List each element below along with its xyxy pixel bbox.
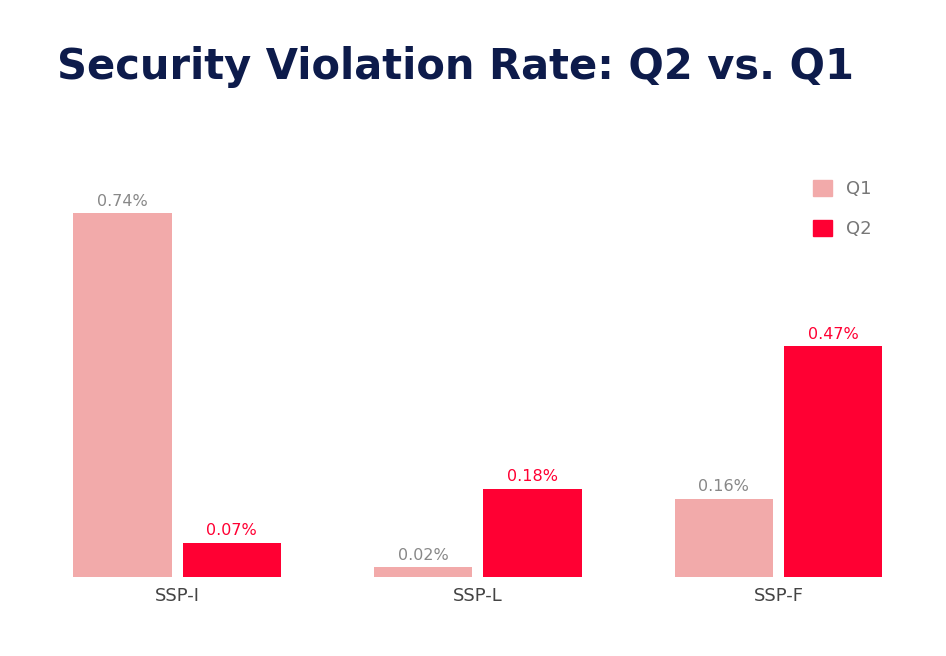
Text: Security Violation Rate: Q2 vs. Q1: Security Violation Rate: Q2 vs. Q1	[57, 46, 853, 88]
Bar	[374, 567, 472, 577]
Text: 0.02%: 0.02%	[397, 548, 448, 563]
Legend: Q1, Q2: Q1, Q2	[796, 162, 889, 256]
Text: 0.47%: 0.47%	[808, 327, 858, 342]
Bar	[73, 213, 171, 577]
Text: 0.16%: 0.16%	[698, 479, 749, 494]
Text: 0.07%: 0.07%	[206, 523, 257, 539]
Bar	[674, 499, 773, 577]
Text: 0.18%: 0.18%	[507, 469, 558, 484]
Bar	[483, 489, 582, 577]
Bar	[784, 346, 883, 577]
Text: 0.74%: 0.74%	[97, 194, 148, 209]
Bar	[183, 543, 281, 577]
